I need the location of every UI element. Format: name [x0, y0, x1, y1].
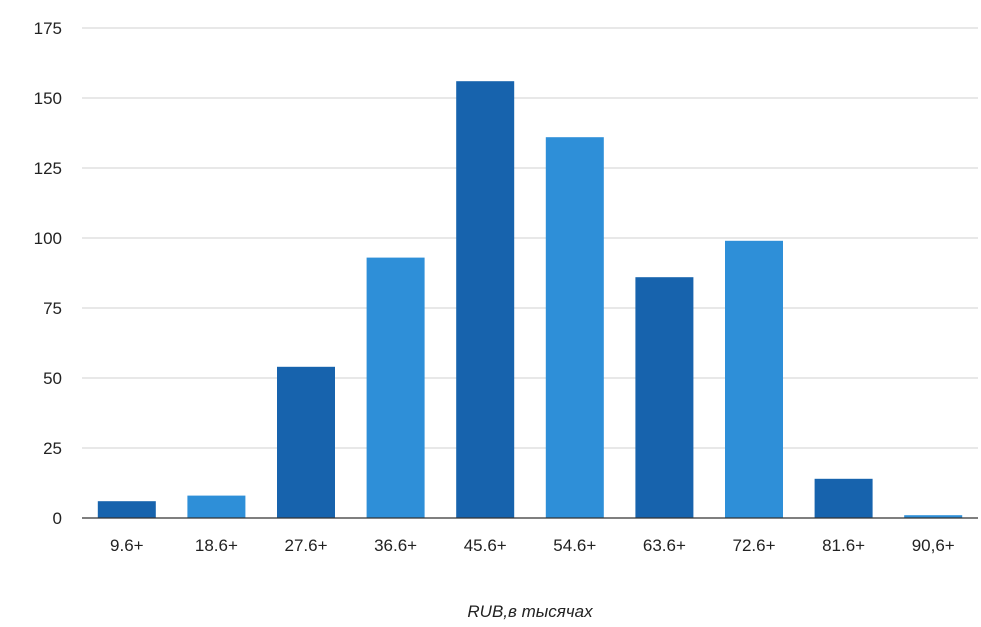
x-tick-label: 81.6+: [822, 536, 865, 555]
bar-27.6+: [277, 366, 335, 518]
x-tick-label: 72.6+: [732, 536, 775, 555]
bar-90,6+: [904, 515, 963, 518]
y-tick-label: 175: [34, 19, 62, 38]
bar-9.6+: [97, 501, 156, 518]
y-tick-label: 25: [43, 439, 62, 458]
gridlines: [82, 27, 978, 449]
bar-63.6+: [635, 277, 694, 518]
y-tick-label: 75: [43, 299, 62, 318]
x-tick-label: 45.6+: [464, 536, 507, 555]
x-tick-label: 54.6+: [553, 536, 596, 555]
y-tick-label: 50: [43, 369, 62, 388]
bar-81.6+: [814, 478, 873, 518]
y-tick-label: 125: [34, 159, 62, 178]
bar-45.6+: [456, 81, 515, 518]
x-tick-label: 90,6+: [912, 536, 955, 555]
x-axis-title: RUB,в тысячах: [467, 602, 593, 621]
x-tick-label: 63.6+: [643, 536, 686, 555]
x-tick-label: 27.6+: [284, 536, 327, 555]
y-tick-label: 0: [53, 509, 62, 528]
x-tick-label: 36.6+: [374, 536, 417, 555]
y-tick-label: 150: [34, 89, 62, 108]
x-tick-labels: 9.6+ 18.6+ 27.6+ 36.6+ 45.6+ 54.6+ 63.6+ 72.6+ 8…: [110, 536, 955, 555]
y-tick-label: 100: [34, 229, 62, 248]
bar-54.6+: [545, 137, 604, 518]
bar-36.6+: [366, 257, 425, 518]
y-tick-labels: 0 25 50 75 100 125 150 175: [34, 19, 62, 528]
x-tick-label: 9.6+: [110, 536, 144, 555]
bar-72.6+: [725, 240, 783, 519]
bar-18.6+: [187, 495, 246, 518]
x-tick-label: 18.6+: [195, 536, 238, 555]
bars: [97, 81, 963, 519]
